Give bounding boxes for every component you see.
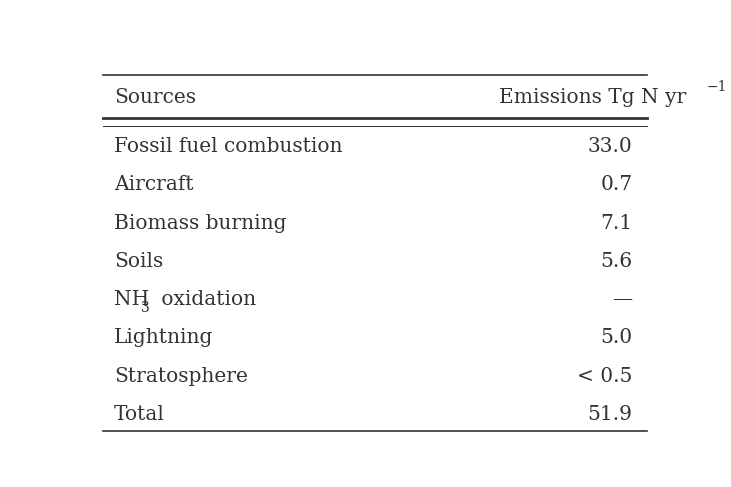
Text: Lightning: Lightning xyxy=(114,328,213,347)
Text: Biomass burning: Biomass burning xyxy=(114,214,287,233)
Text: Total: Total xyxy=(114,405,165,424)
Text: < 0.5: < 0.5 xyxy=(577,367,632,386)
Text: Sources: Sources xyxy=(114,88,196,107)
Text: 0.7: 0.7 xyxy=(600,175,632,194)
Text: Stratosphere: Stratosphere xyxy=(114,367,248,386)
Text: 51.9: 51.9 xyxy=(588,405,632,424)
Text: Emissions Tg N yr: Emissions Tg N yr xyxy=(499,88,686,107)
Text: oxidation: oxidation xyxy=(156,290,257,309)
Text: 3: 3 xyxy=(141,301,150,315)
Text: Fossil fuel combustion: Fossil fuel combustion xyxy=(114,137,343,156)
Text: Aircraft: Aircraft xyxy=(114,175,194,194)
Text: Emissions Tg N yr: Emissions Tg N yr xyxy=(499,88,686,107)
Text: —: — xyxy=(613,290,632,309)
Text: 7.1: 7.1 xyxy=(600,214,632,233)
Text: NH: NH xyxy=(114,290,149,309)
Text: Soils: Soils xyxy=(114,252,163,271)
Text: 33.0: 33.0 xyxy=(588,137,632,156)
Text: −1: −1 xyxy=(706,80,727,94)
Text: 5.6: 5.6 xyxy=(600,252,632,271)
Text: 5.0: 5.0 xyxy=(600,328,632,347)
